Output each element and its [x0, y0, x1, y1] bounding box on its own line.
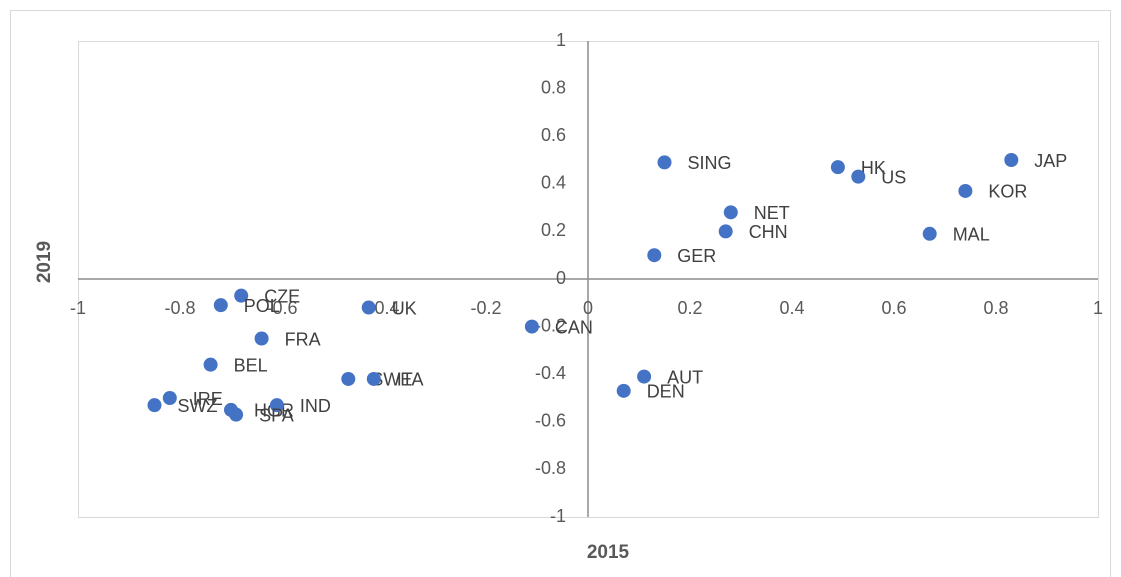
point	[524, 319, 539, 334]
point	[723, 205, 738, 220]
x-tick-label: 0.2	[677, 298, 702, 318]
y-tick-label: 0	[556, 268, 566, 288]
point-label: SWE	[371, 370, 412, 390]
point-label: DEN	[647, 382, 685, 402]
x-tick-label: -0.4	[368, 298, 399, 318]
x-axis-label: 2015	[587, 542, 630, 563]
point-label: CAN	[555, 317, 593, 337]
point	[718, 224, 733, 239]
point	[254, 331, 269, 346]
point-label: BEL	[234, 355, 268, 375]
point	[958, 183, 973, 198]
point-label: HK	[861, 158, 886, 178]
x-tick-label: 0.6	[881, 298, 906, 318]
y-tick-label: -0.6	[535, 411, 566, 431]
point-label: AUT	[667, 367, 703, 387]
point	[147, 398, 162, 413]
point-label: FRA	[285, 329, 321, 349]
x-tick-label: 0.8	[983, 298, 1008, 318]
point-label: POL	[244, 296, 280, 316]
x-tick-label: 0.4	[779, 298, 804, 318]
chart-border	[10, 10, 1111, 577]
x-tick-label: -0.2	[470, 298, 501, 318]
point	[647, 248, 662, 263]
point-label: IND	[300, 396, 331, 416]
point-label: GER	[677, 246, 716, 266]
point-label: NET	[754, 203, 790, 223]
x-tick-label: -0.6	[266, 298, 297, 318]
point-label: IRE	[193, 389, 223, 409]
y-tick-label: 0.2	[541, 220, 566, 240]
point-label: SPA	[259, 405, 294, 425]
point	[922, 226, 937, 241]
x-tick-label: -0.8	[164, 298, 195, 318]
y-tick-label: -0.2	[535, 315, 566, 335]
point	[269, 398, 284, 413]
point-label: CZE	[264, 286, 300, 306]
point	[830, 160, 845, 175]
point	[637, 369, 652, 384]
y-tick-label: -0.8	[535, 458, 566, 478]
point-label: KOR	[988, 182, 1027, 202]
point	[366, 371, 381, 386]
point	[229, 407, 244, 422]
y-tick-label: 0.8	[541, 77, 566, 97]
point	[162, 391, 177, 405]
point	[851, 169, 866, 184]
point	[213, 298, 228, 313]
point-label: US	[881, 167, 906, 187]
point-label: JAP	[1034, 151, 1067, 171]
y-tick-label: 0.6	[541, 125, 566, 145]
y-tick-label: -1	[550, 506, 566, 526]
point	[616, 383, 631, 398]
x-tick-label: 1	[1093, 298, 1103, 318]
point-label: UK	[392, 298, 417, 318]
x-tick-label: 0	[583, 298, 593, 318]
point	[657, 155, 672, 170]
point-label: MAL	[953, 225, 990, 245]
y-tick-label: -0.4	[535, 363, 566, 383]
point	[234, 288, 249, 303]
point-label: ITA	[397, 370, 424, 390]
point-label: SING	[688, 153, 732, 173]
y-tick-label: 0.4	[541, 173, 566, 193]
point	[341, 371, 356, 386]
y-axis-label: 2019	[34, 241, 55, 283]
point	[361, 300, 376, 315]
point	[203, 357, 218, 372]
point-label: SWZ	[178, 396, 218, 416]
x-tick-label: -1	[70, 298, 86, 318]
point	[1004, 153, 1019, 167]
y-tick-label: 1	[556, 30, 566, 50]
point-label: CHN	[749, 222, 788, 242]
